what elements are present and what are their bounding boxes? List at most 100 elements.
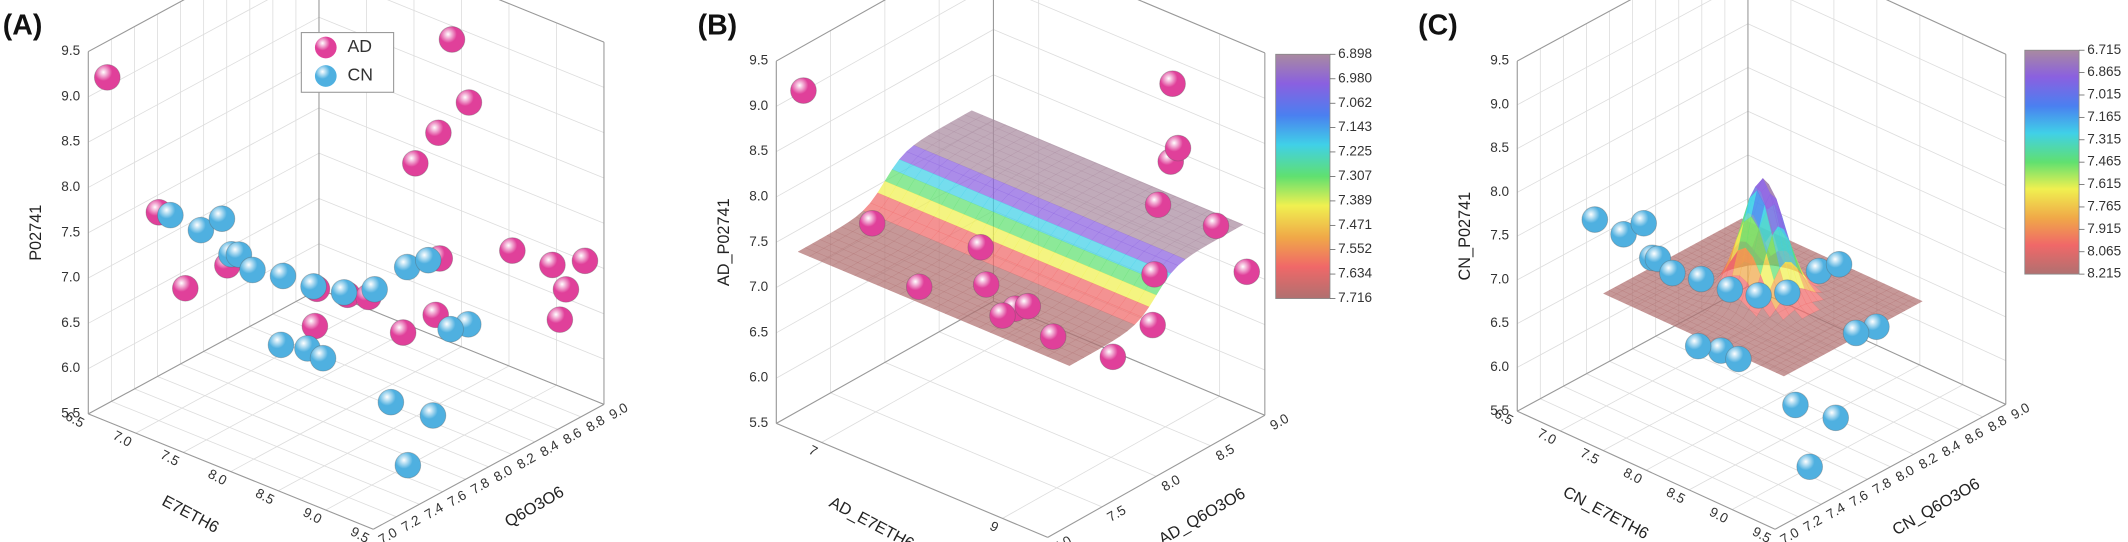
legend-swatch [314,65,337,87]
colorbar-tick-label: 7.765 [2087,199,2121,214]
grid-line [134,388,420,505]
data-point [1630,209,1657,237]
z-tick-label: 7.5 [1490,228,1509,243]
data-point [1039,323,1067,350]
data-point [989,302,1016,329]
data-point [1725,345,1752,373]
data-point [172,274,199,302]
grid-line [157,376,443,493]
y-tick-label: 8.2 [1916,450,1940,472]
data-point [267,331,295,359]
data-point [1825,251,1853,278]
z-tick-label: 9.5 [1490,53,1509,68]
data-point [1159,70,1186,98]
data-point [301,312,329,340]
colorbar-tick-label: 7.634 [1338,266,1372,281]
colorbar-tick-label: 7.471 [1338,217,1372,232]
y-tick-label: 8.4 [1939,437,1963,460]
data-point [437,315,464,343]
data-point [1796,453,1823,481]
grid-line [1563,385,1822,505]
z-tick-label: 6.5 [749,324,768,339]
y-tick-label: 7.0 [376,525,400,542]
y-tick-label: 8.0 [1159,472,1183,495]
z-tick-label: 6.5 [1490,315,1509,330]
data-point [1202,212,1230,240]
x-axis-title: AD_E7ETH6 [826,493,917,542]
y-tick-label: 8.6 [560,425,584,447]
grid-line [938,331,1211,447]
z-tick-label: 9.0 [749,98,768,113]
data-point [1139,311,1166,339]
box-edge [1774,403,2007,530]
panel-label: (B) [698,10,738,42]
z-tick-label: 6.0 [61,360,80,375]
y-tick-label: 7.4 [422,500,446,523]
box-edge [1517,410,1776,530]
data-point [438,26,466,53]
legend-label: AD [347,36,371,56]
data-point [1014,292,1042,320]
y-tick-label: 7.2 [399,512,423,534]
colorbar-tick-label: 7.225 [1338,144,1372,159]
z-tick-label: 8.5 [749,143,768,158]
data-point [377,388,405,416]
colorbar [2024,49,2080,275]
data-point [1099,343,1127,371]
box-edge [776,0,886,62]
data-point [239,256,266,284]
colorbar-tick-label: 7.062 [1338,95,1372,110]
data-point [1716,276,1744,303]
y-tick-label: 7.8 [1870,475,1894,497]
grid-line [295,301,582,418]
y-axis-title: AD_Q6O3O6 [1156,484,1249,542]
box-edge [1047,414,1266,538]
grid-line [226,338,512,455]
data-point [1782,391,1809,419]
x-tick-label: 9.5 [1750,524,1774,542]
data-point [414,246,442,274]
y-tick-label: 8.5 [1213,441,1237,463]
z-tick-label: 5.5 [749,415,768,430]
z-tick-label: 8.0 [749,189,768,204]
z-tick-label: 6.0 [749,370,768,385]
grid-line [1137,0,1265,54]
y-axis-title: CN_Q6O3O6 [1889,475,1983,539]
data-point [330,279,358,306]
box-edge [1516,0,1632,62]
y-tick-label: 7.4 [1824,500,1848,523]
z-tick-label: 7.0 [1490,271,1509,286]
box-edge [88,288,320,415]
colorbar-tick-label: 7.465 [2087,154,2121,169]
z-tick-label: 7.0 [749,279,768,294]
data-point [389,319,417,346]
grid-line [111,401,397,518]
data-point [300,273,327,300]
colorbar-tick-label: 7.552 [1338,241,1372,256]
data-point [419,402,447,429]
data-point [790,77,817,104]
y-tick-label: 7.2 [1801,512,1825,534]
data-point [972,271,1000,298]
legend-label: CN [347,65,372,85]
data-point [858,210,886,237]
box-edge [776,422,1048,538]
panel-label: (C) [1418,10,1458,42]
data-point [1687,265,1715,293]
y-tick-label: 8.6 [1962,425,1986,447]
box-edge [1137,0,1266,54]
y-tick-label: 9.0 [2008,400,2032,423]
colorbar-tick-label: 7.389 [1338,192,1372,207]
y-axis-title: Q6O3O6 [502,483,567,531]
y-tick-label: 8.0 [1893,462,1917,485]
colorbar-tick-label: 7.716 [1338,290,1372,305]
y-tick-label: 7.6 [1847,487,1871,509]
data-point [539,251,566,279]
z-tick-label: 9.5 [61,43,80,58]
data-point [1659,259,1686,287]
z-tick-label: 5.5 [61,405,80,420]
data-point [499,237,526,264]
panel-label: (A) [3,10,43,42]
